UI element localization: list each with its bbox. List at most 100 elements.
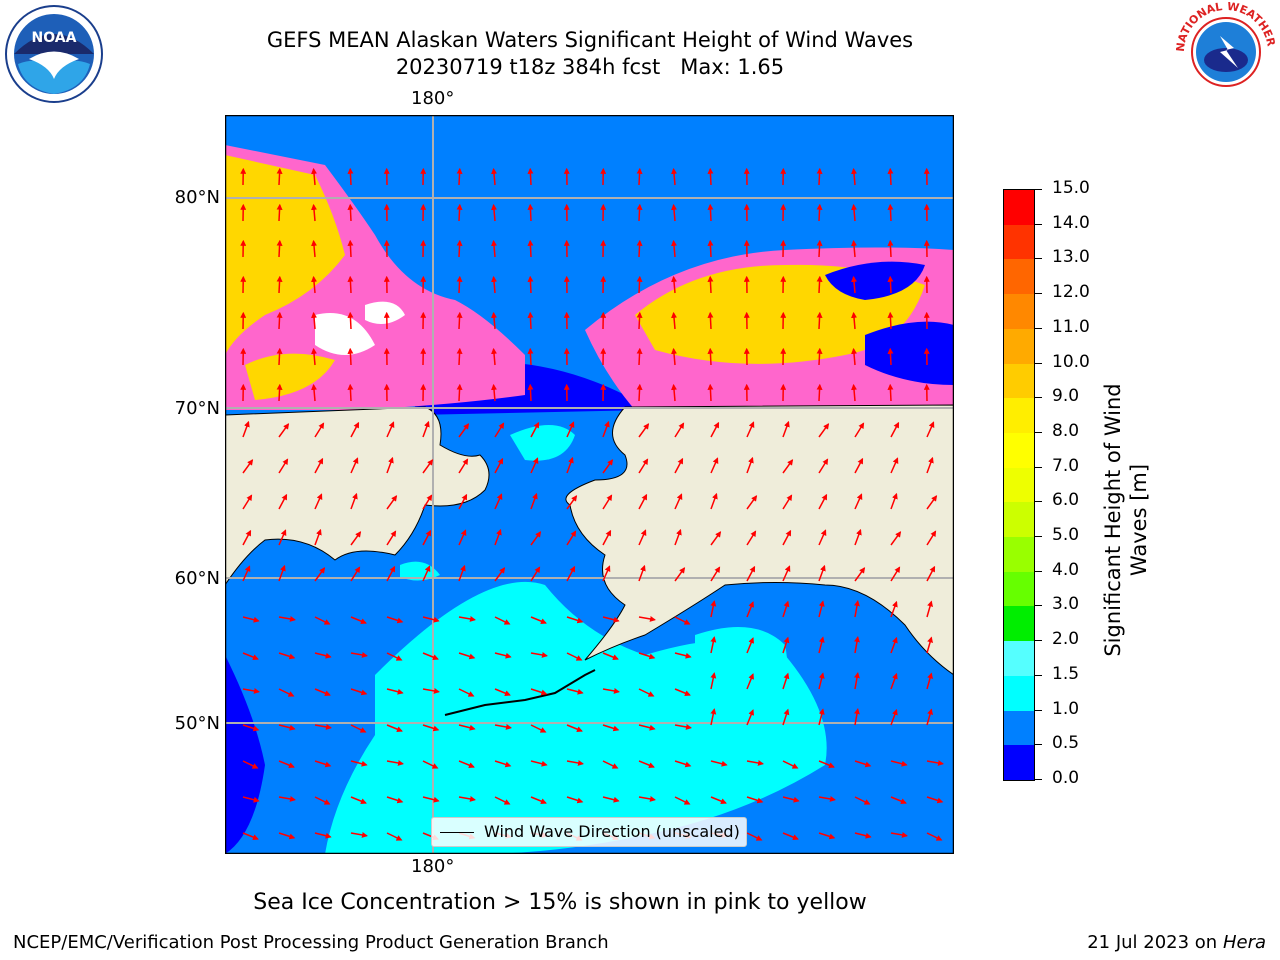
wave-direction-arrow — [671, 203, 678, 222]
wave-direction-arrow — [530, 457, 539, 474]
nws-logo: NATIONAL WEATHER SERVICE — [1172, 0, 1278, 102]
mid-wave-area-gulf — [695, 627, 788, 715]
colorbar-segment — [1004, 328, 1034, 365]
wave-direction-arrow — [242, 688, 260, 694]
wave-direction-arrow — [890, 672, 898, 690]
wave-direction-arrow — [818, 423, 830, 438]
wave-direction-arrow — [386, 530, 397, 546]
lon-label-bottom: 180° — [411, 856, 455, 877]
wave-direction-arrow — [494, 652, 512, 659]
wave-direction-arrow — [314, 688, 331, 696]
colorbar-tick-mark — [1035, 501, 1042, 503]
wave-direction-arrow — [350, 796, 367, 804]
colorbar-tick-label: 14.0 — [1052, 212, 1090, 233]
wave-direction-arrow — [707, 311, 714, 330]
lat-label-60: 60°N — [174, 568, 220, 589]
wave-direction-arrow — [602, 796, 620, 803]
wave-direction-arrow — [276, 167, 283, 186]
wave-direction-arrow — [242, 565, 251, 582]
wave-direction-arrow — [854, 672, 860, 690]
wave-direction-arrow — [887, 167, 894, 186]
wave-direction-arrow — [566, 652, 583, 661]
wave-direction-arrow — [491, 383, 498, 402]
wave-direction-arrow — [926, 796, 944, 804]
wind-wave-arrows — [240, 167, 944, 841]
colorbar-tick-mark — [1035, 431, 1042, 433]
wave-direction-arrow — [456, 239, 463, 258]
wave-direction-arrow — [602, 529, 612, 546]
wave-direction-arrow — [278, 652, 296, 660]
colorbar-tick-label: 12.0 — [1052, 282, 1090, 303]
colorbar-segment — [1004, 363, 1034, 399]
wave-direction-arrow — [707, 167, 714, 186]
wave-direction-arrow — [242, 832, 259, 840]
wave-direction-arrow — [746, 760, 764, 766]
wave-direction-arrow — [890, 636, 898, 654]
colorbar-segment — [1004, 259, 1034, 295]
wave-direction-arrow — [314, 422, 325, 438]
noaa-logo-text: NOAA — [32, 30, 77, 46]
wave-direction-arrow — [674, 616, 691, 625]
wave-direction-arrow — [566, 688, 584, 695]
colorbar-segment — [1004, 710, 1034, 746]
wave-direction-arrow — [347, 347, 354, 366]
sea-ice-west-yellow-2 — [245, 353, 335, 400]
wave-direction-arrow — [818, 636, 825, 654]
wave-direction-arrow — [527, 275, 534, 294]
wave-direction-arrow — [458, 564, 466, 582]
wave-direction-arrow — [602, 724, 620, 732]
noaa-logo: NOAA — [4, 4, 104, 104]
wave-direction-arrow — [422, 565, 431, 582]
wave-direction-arrow — [926, 565, 936, 582]
colorbar-tick-mark — [1035, 362, 1042, 364]
wave-direction-arrow — [530, 652, 548, 658]
wave-direction-arrow — [674, 796, 691, 805]
wave-direction-arrow — [494, 493, 503, 510]
wave-direction-arrow — [347, 311, 354, 330]
wave-direction-arrow — [527, 347, 534, 366]
wave-direction-arrow — [386, 796, 404, 804]
wave-direction-arrow — [386, 421, 395, 438]
wave-direction-arrow — [422, 652, 439, 660]
wave-direction-arrow — [818, 600, 825, 618]
wave-direction-arrow — [530, 492, 538, 510]
wave-direction-arrow — [782, 565, 791, 582]
wave-direction-arrow — [566, 616, 584, 624]
wave-direction-arrow — [926, 421, 935, 438]
wave-direction-arrow — [530, 724, 547, 733]
wave-direction-arrow — [638, 616, 656, 622]
wave-direction-arrow — [350, 724, 367, 733]
colorbar-tick-label: 1.0 — [1052, 698, 1080, 719]
low-wave-area-west — [225, 655, 265, 854]
wave-direction-arrow — [674, 528, 682, 546]
wave-direction-arrow — [746, 565, 756, 582]
wave-direction-arrow — [890, 760, 908, 767]
colorbar-tick-label: 11.0 — [1052, 316, 1090, 337]
wave-direction-arrow — [636, 167, 643, 186]
wave-direction-arrow — [782, 459, 794, 474]
wave-direction-arrow — [311, 347, 318, 366]
wave-direction-arrow — [422, 760, 439, 769]
wave-direction-arrow — [456, 203, 463, 222]
wave-direction-arrow — [491, 239, 498, 258]
wave-direction-arrow — [671, 239, 678, 258]
wave-direction-arrow — [851, 311, 858, 330]
wave-direction-arrow — [566, 421, 575, 438]
wave-direction-arrow — [530, 760, 548, 767]
wave-direction-arrow — [278, 724, 296, 731]
colorbar-segment — [1004, 398, 1034, 434]
colorbar-segment — [1004, 675, 1034, 712]
wave-direction-arrow — [638, 724, 656, 731]
ice-dark-blue-east-2 — [865, 321, 954, 385]
wave-direction-arrow — [386, 724, 403, 732]
colorbar — [1003, 189, 1035, 781]
wave-direction-arrow — [242, 459, 254, 474]
footer-machine: Hera — [1222, 932, 1266, 953]
wave-direction-arrow — [458, 616, 476, 622]
wave-direction-arrow — [314, 567, 326, 582]
wave-direction-arrow — [890, 708, 898, 726]
colorbar-tick-mark — [1035, 640, 1042, 642]
wave-direction-arrow — [276, 311, 283, 330]
colorbar-tick-mark — [1035, 779, 1042, 780]
wave-direction-arrow — [276, 239, 283, 258]
